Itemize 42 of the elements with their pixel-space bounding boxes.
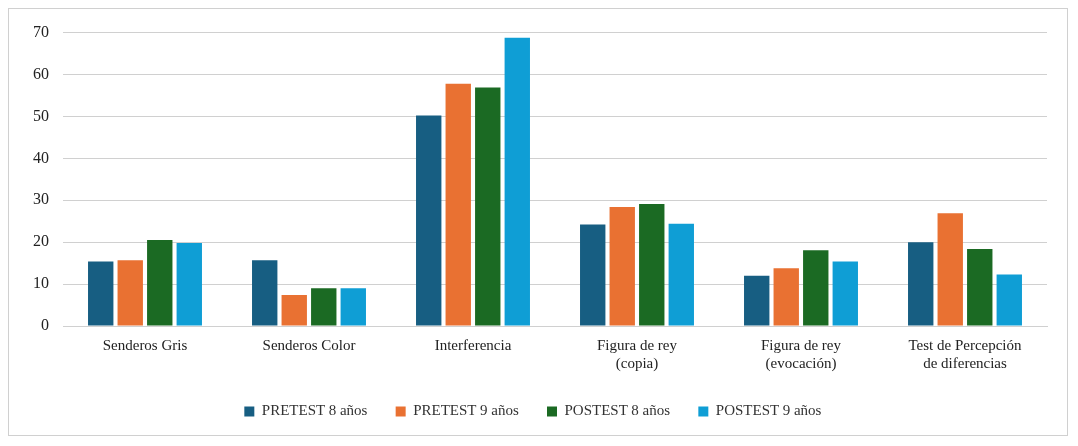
y-tick-label: 30 xyxy=(33,190,49,208)
x-tick-label: Figura de rey (copia) xyxy=(597,336,678,372)
bar xyxy=(416,115,442,326)
bar xyxy=(996,274,1022,326)
bar xyxy=(147,240,173,326)
bar xyxy=(340,288,366,326)
legend-label: POSTEST 8 años xyxy=(564,402,671,419)
y-tick-label: 50 xyxy=(33,106,49,124)
y-tick-label: 60 xyxy=(33,64,49,82)
x-tick-label: Senderos Color xyxy=(262,336,356,353)
bar xyxy=(311,288,337,326)
bar xyxy=(668,223,694,326)
x-tick-label: Figura de rey (evocación) xyxy=(761,336,842,372)
bar xyxy=(117,260,143,326)
bar xyxy=(967,248,993,326)
bar xyxy=(609,206,635,326)
legend-label: POSTEST 9 años xyxy=(715,402,822,419)
bar xyxy=(252,260,278,326)
legend-label: PRETEST 9 años xyxy=(413,402,519,419)
legend-label: PRETEST 8 años xyxy=(261,402,368,419)
bar xyxy=(803,250,829,326)
x-tick-label: Senderos Gris xyxy=(102,336,188,353)
bar xyxy=(281,294,307,326)
bar xyxy=(475,87,501,326)
y-tick-label: 0 xyxy=(41,316,49,334)
y-tick-label: 10 xyxy=(33,274,49,292)
y-tick-label: 70 xyxy=(33,22,49,40)
bar xyxy=(744,275,770,326)
bar xyxy=(773,268,799,326)
bar xyxy=(639,204,665,326)
x-tick-label: Interferencia xyxy=(434,336,512,353)
x-tick-label: Test de Percepción de diferencias xyxy=(908,336,1023,371)
bar xyxy=(176,243,202,326)
bar xyxy=(445,83,471,326)
bar xyxy=(908,242,934,326)
bar xyxy=(832,261,858,326)
bar xyxy=(580,224,606,326)
y-tick-label: 40 xyxy=(33,148,49,166)
y-tick-label: 20 xyxy=(33,232,49,250)
bar xyxy=(937,213,963,326)
bar xyxy=(504,37,530,326)
bar xyxy=(88,261,114,326)
